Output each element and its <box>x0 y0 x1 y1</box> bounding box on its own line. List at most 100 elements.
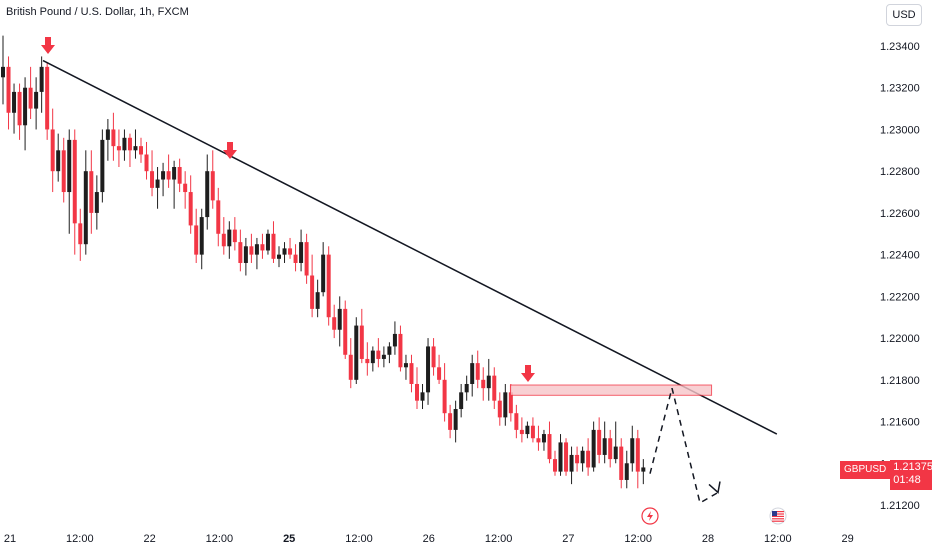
x-tick-label: 12:00 <box>764 533 792 545</box>
y-tick-label: 1.21200 <box>880 500 920 512</box>
candle-body <box>56 150 61 172</box>
last-price-label: GBPUSD 1.21375 01:48 <box>840 460 932 490</box>
price-label-countdown: 01:48 <box>893 474 921 486</box>
y-tick-label: 1.22600 <box>880 208 920 220</box>
projection-path <box>649 387 719 505</box>
candle-body <box>602 438 607 455</box>
us-flag-event-icon <box>769 507 787 525</box>
candle-body <box>514 413 519 430</box>
resistance-zone <box>509 384 713 396</box>
candle-body <box>586 450 591 468</box>
candle-body <box>453 409 458 430</box>
candle-body <box>23 87 28 126</box>
candle-body <box>12 91 17 113</box>
candle-body <box>34 91 39 109</box>
price-axis[interactable]: 1.23400 1.23200 1.23000 1.22800 1.22600 1.224… <box>880 41 920 512</box>
candle-body <box>558 442 563 472</box>
y-tick-label: 1.21600 <box>880 417 920 429</box>
candle-body <box>569 454 574 472</box>
candle-body <box>448 413 453 430</box>
candle-body <box>326 254 331 318</box>
y-tick-label: 1.22000 <box>880 333 920 345</box>
candle-body <box>503 392 508 418</box>
candle-body <box>481 379 486 389</box>
candle-body <box>409 363 414 384</box>
candle-body <box>403 363 408 368</box>
candle-body <box>437 367 442 380</box>
candle-body <box>475 363 480 380</box>
candle-body <box>39 66 44 92</box>
candle-body <box>381 354 386 359</box>
candle-body <box>238 242 243 263</box>
candle-body <box>630 438 635 464</box>
candle-body <box>508 392 513 414</box>
candle-body <box>45 66 50 130</box>
candlestick-series <box>1 35 646 489</box>
chart-drawings[interactable] <box>41 37 787 525</box>
candle-body <box>155 179 160 188</box>
symbol-title[interactable]: British Pound / U.S. Dollar, 1h, FXCM <box>6 6 189 18</box>
candle-body <box>183 183 188 193</box>
candle-body <box>392 333 397 347</box>
time-axis[interactable]: 21 12:00 22 12:00 25 12:00 26 12:00 27 12:00 28 12:… <box>4 533 854 545</box>
y-tick-label: 1.23000 <box>880 124 920 136</box>
candle-body <box>530 425 535 439</box>
candle-body <box>232 229 237 243</box>
candle-body <box>613 446 618 460</box>
candle-body <box>61 150 66 193</box>
y-tick-label: 1.21800 <box>880 375 920 387</box>
candle-body <box>387 346 392 355</box>
currency-button[interactable]: USD <box>886 4 922 26</box>
candle-body <box>17 91 22 126</box>
candle-body <box>299 242 304 263</box>
candle-body <box>111 129 116 147</box>
candle-body <box>641 467 646 472</box>
candle-body <box>1 66 5 78</box>
y-tick-label: 1.22400 <box>880 250 920 262</box>
candle-body <box>486 375 491 389</box>
candle-body <box>365 358 370 364</box>
candle-body <box>431 346 436 368</box>
y-tick-label: 1.22800 <box>880 166 920 178</box>
x-tick-label: 27 <box>562 533 574 545</box>
candle-body <box>161 171 166 180</box>
candle-body <box>139 146 143 155</box>
y-tick-label: 1.22200 <box>880 291 920 303</box>
x-tick-label: 28 <box>702 533 714 545</box>
trendline <box>42 59 778 435</box>
candle-body <box>194 225 199 255</box>
candle-body <box>94 192 99 213</box>
x-tick-label: 12:00 <box>485 533 513 545</box>
candle-body <box>144 154 149 172</box>
candle-body <box>591 429 596 468</box>
candle-body <box>277 254 281 259</box>
candle-body <box>315 292 320 309</box>
candle-body <box>370 350 375 364</box>
candle-body <box>127 137 132 151</box>
x-tick-label: 26 <box>423 533 435 545</box>
arrow-down-marker-icon <box>41 37 55 54</box>
candle-body <box>398 333 403 368</box>
candle-body <box>83 171 88 245</box>
candle-body <box>464 383 469 393</box>
candle-body <box>332 317 337 330</box>
candle-body <box>221 233 226 247</box>
candle-body <box>122 137 127 151</box>
candle-body <box>282 248 287 255</box>
candle-body <box>293 254 298 263</box>
candle-body <box>116 146 121 151</box>
x-tick-label: 29 <box>841 533 853 545</box>
candle-body <box>553 459 557 472</box>
candle-body <box>470 363 475 384</box>
candle-body <box>426 346 431 393</box>
x-tick-label: 21 <box>4 533 16 545</box>
candle-body <box>541 434 546 443</box>
candle-body <box>348 354 353 380</box>
candle-body <box>525 425 530 435</box>
candle-body <box>199 217 204 255</box>
price-label-price: 1.21375 <box>893 461 932 473</box>
x-tick-label: 12:00 <box>66 533 94 545</box>
candle-body <box>172 167 177 180</box>
candle-body <box>619 446 624 480</box>
